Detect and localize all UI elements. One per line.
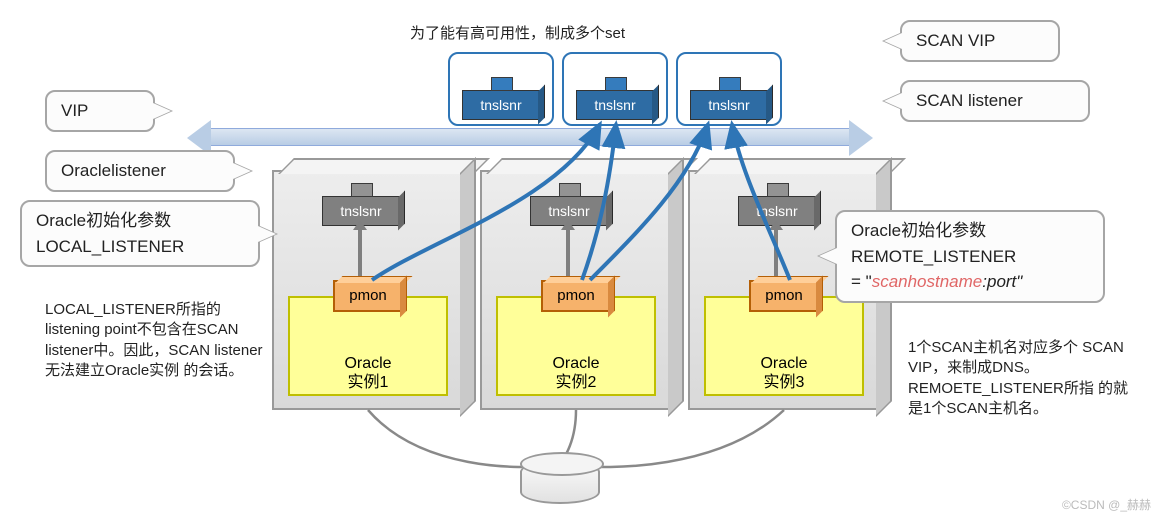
scan-tnslsnr-2: tnslsnr: [576, 90, 654, 120]
instance-label-2: 实例2: [556, 374, 597, 391]
note-left: LOCAL_LISTENER所指的 listening point不包含在SCA…: [45, 300, 270, 381]
callout-local-listener: Oracle初始化参数 LOCAL_LISTENER: [20, 200, 260, 267]
scan-tnslsnr-3: tnslsnr: [690, 90, 768, 120]
oracle-instance-3: pmon Oracle 实例3: [704, 296, 864, 396]
callout-oracle-listener: Oraclelistener: [45, 150, 235, 192]
shared-disk: [520, 460, 600, 504]
oracle-label-2: Oracle: [552, 355, 599, 372]
oracle-label-3: Oracle: [760, 355, 807, 372]
remote-l2: REMOTE_LISTENER: [851, 247, 1016, 266]
ha-arrow: [210, 128, 850, 146]
instance-label-3: 实例3: [764, 374, 805, 391]
diagram-canvas: { "colors": { "blue_box": "#2e6ca4", "gr…: [0, 0, 1157, 515]
arrow-pmon-local-1: [358, 230, 362, 276]
note-right: 1个SCAN主机名对应多个 SCAN VIP，来制成DNS。 REMOETE_L…: [908, 338, 1133, 419]
pmon-1: pmon: [333, 280, 403, 312]
oracle-label-1: Oracle: [344, 355, 391, 372]
remote-l3a: = ": [851, 272, 872, 291]
callout-vip: VIP: [45, 90, 155, 132]
oracle-instance-1: pmon Oracle 实例1: [288, 296, 448, 396]
pmon-2: pmon: [541, 280, 611, 312]
arrow-pmon-local-3: [774, 230, 778, 276]
top-caption: 为了能有高可用性，制成多个set: [410, 22, 625, 43]
remote-l1: Oracle初始化参数: [851, 221, 986, 240]
instance-label-1: 实例1: [348, 374, 389, 391]
callout-scan-vip: SCAN VIP: [900, 20, 1060, 62]
oracle-instance-2: pmon Oracle 实例2: [496, 296, 656, 396]
callout-scan-listener: SCAN listener: [900, 80, 1090, 122]
watermark: ©CSDN @_赫赫: [1062, 496, 1151, 513]
remote-l3c: :port": [982, 272, 1022, 291]
callout-remote-listener: Oracle初始化参数 REMOTE_LISTENER = "scanhostn…: [835, 210, 1105, 303]
scan-tnslsnr-1: tnslsnr: [462, 90, 540, 120]
pmon-3: pmon: [749, 280, 819, 312]
arrow-pmon-local-2: [566, 230, 570, 276]
remote-l3b: scanhostname: [872, 272, 983, 291]
